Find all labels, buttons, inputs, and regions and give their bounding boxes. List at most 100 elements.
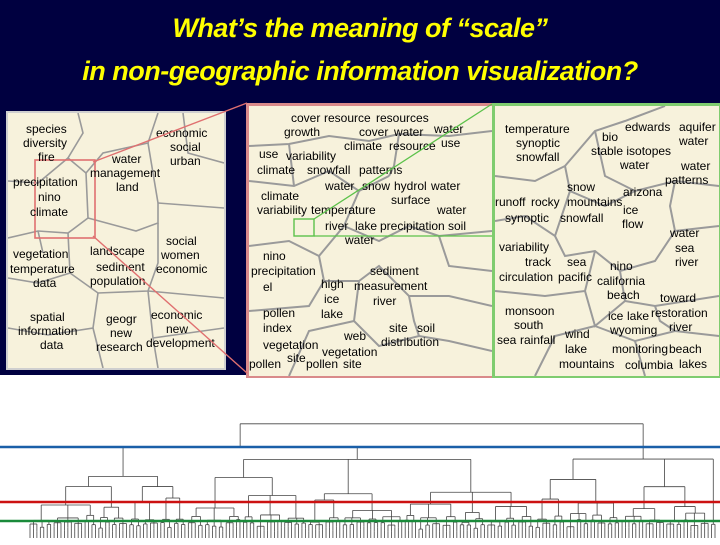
map-label: rocky: [531, 195, 560, 209]
map-label: social: [170, 140, 201, 154]
map-label: california: [597, 274, 646, 288]
map-label: toward: [660, 291, 697, 305]
map-label: patterns: [359, 163, 403, 177]
map-label: use: [441, 136, 461, 150]
map-label: data: [40, 338, 64, 352]
map-label: variability: [286, 149, 337, 163]
map-label: lake: [627, 309, 650, 323]
map-label: climate: [30, 205, 69, 219]
map-label: lake: [565, 342, 588, 356]
map-label: cover: [291, 111, 321, 125]
map-label: flow: [622, 217, 644, 231]
map-label: vegetation: [263, 338, 319, 352]
map-label: resource: [324, 111, 371, 125]
map-label: river: [669, 320, 693, 334]
map-label: cover: [359, 125, 389, 139]
map-label: sea: [567, 255, 587, 269]
map-label: species: [26, 122, 67, 136]
map-label: snowfall: [516, 150, 560, 164]
map-label: stable isotopes: [591, 144, 672, 158]
map-label: edwards: [625, 120, 671, 134]
map-label: high: [321, 277, 344, 291]
map-label: pacific: [558, 270, 593, 284]
map-label: web: [344, 329, 367, 343]
map-label: women: [161, 248, 200, 262]
map-label: water: [112, 152, 142, 166]
slide-title-line-1: What’s the meaning of “scale”: [172, 13, 548, 43]
map-label: circulation: [499, 270, 554, 284]
map-label: development: [146, 336, 215, 350]
map-label: sediment: [370, 264, 419, 278]
map-label: soil: [448, 219, 467, 233]
map-label: water: [394, 125, 424, 139]
map-label: rainfall: [520, 333, 556, 347]
map-label: beach: [607, 288, 640, 302]
zoomed-word-map-2: temperature edwards aquifer synoptic bio…: [492, 103, 720, 379]
map-label: vegetation: [322, 345, 378, 359]
map-label: research: [96, 340, 143, 354]
map-label: economic: [156, 262, 208, 276]
map-label: urban: [170, 154, 201, 168]
map-label: resources: [376, 111, 429, 125]
map-label: diversity: [23, 136, 68, 150]
map-label: new: [110, 326, 133, 340]
map-label: data: [33, 276, 57, 290]
map-label: track: [525, 255, 552, 269]
map-label: patterns: [665, 173, 709, 187]
map-label: south: [514, 318, 544, 332]
map-label: sea: [675, 241, 695, 255]
map-label: precipitation: [380, 219, 445, 233]
map-label: climate: [257, 163, 296, 177]
map-label: social: [166, 234, 197, 248]
map-label: climate: [344, 139, 383, 153]
map-label: temperature: [10, 262, 75, 276]
map-label: water: [620, 158, 650, 172]
map-label: economic: [151, 308, 203, 322]
map-label: river: [373, 294, 397, 308]
map-label: distribution: [381, 335, 440, 349]
map-label: nino: [263, 249, 286, 263]
map-label: restoration: [651, 306, 708, 320]
map-label: wyoming: [610, 323, 658, 337]
map-label: geogr: [106, 312, 137, 326]
map-label: sea: [497, 333, 517, 347]
map-label: snow: [362, 179, 391, 193]
map-label: management: [90, 166, 161, 180]
map-label: index: [263, 321, 292, 335]
map-label: site: [287, 351, 306, 365]
title-banner: What’s the meaning of “scale” in non-geo…: [0, 0, 720, 103]
map-label: nino: [38, 190, 61, 204]
map-label: ice: [623, 203, 639, 217]
map-label: landscape: [90, 244, 145, 258]
map-label: lake: [321, 307, 344, 321]
map-label: river: [675, 255, 699, 269]
map-label: snow: [567, 180, 596, 194]
cluster-dendrogram: [0, 423, 720, 538]
overview-word-map: species diversity fire economic social u…: [6, 111, 226, 370]
map-label: temperature: [311, 203, 376, 217]
map-label: beach: [669, 342, 702, 356]
map-label: variability: [499, 240, 550, 254]
map-label: measurement: [354, 279, 428, 293]
map-label: arizona: [623, 185, 663, 199]
map-label: aquifer: [679, 120, 716, 134]
map-label: economic: [156, 126, 208, 140]
map-label: use: [259, 147, 279, 161]
map-label: water: [345, 233, 375, 247]
zoomed-word-map-1: cover resource resources growth cover wa…: [246, 103, 495, 379]
map-label: soil: [417, 321, 436, 335]
map-label: growth: [284, 125, 321, 139]
map-label: river: [325, 219, 349, 233]
map-label: bio: [602, 130, 619, 144]
map-label: synoptic: [505, 211, 550, 225]
map-label: lake: [355, 219, 378, 233]
map-label: synoptic: [516, 136, 561, 150]
map-label: climate: [261, 189, 300, 203]
zoom2-map-borders: [495, 106, 719, 376]
map-label: variability: [257, 203, 308, 217]
map-label: columbia: [625, 358, 674, 372]
slide-title-line-2: in non-geographic information visualizat…: [82, 56, 638, 86]
map-label: pollen: [249, 357, 282, 371]
map-label: sediment: [96, 260, 145, 274]
